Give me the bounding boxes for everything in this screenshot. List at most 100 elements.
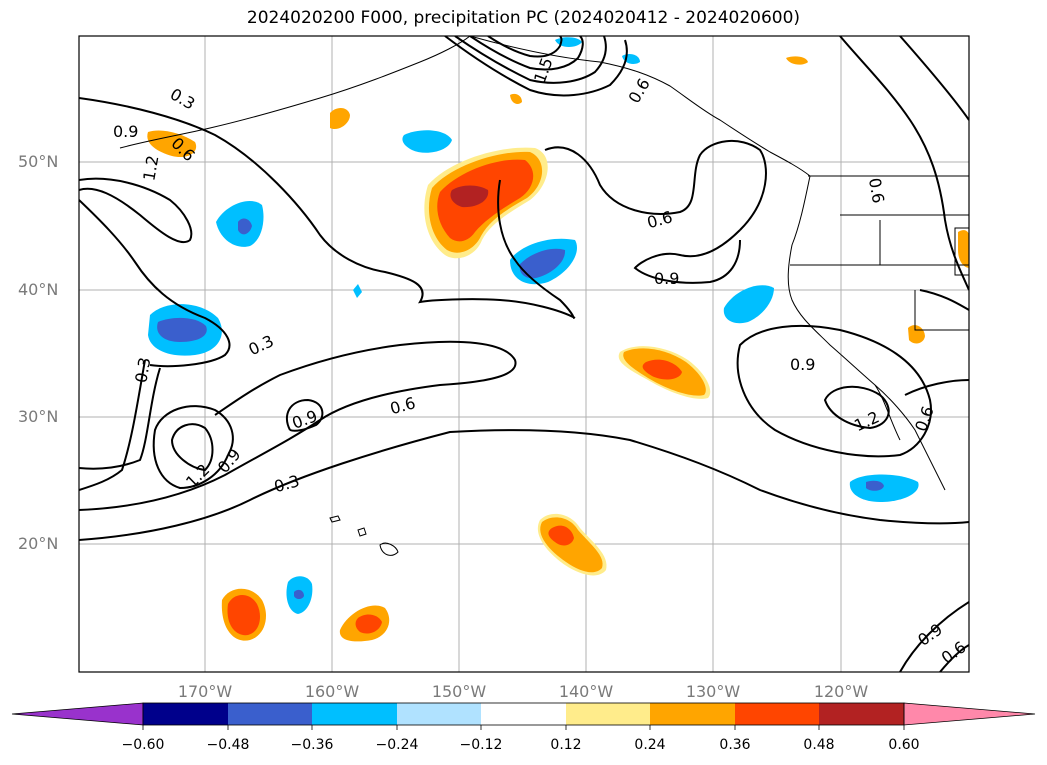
colorbar-min-extend	[11, 702, 144, 726]
contour-06-mid	[79, 340, 517, 511]
contour-label: 0.6	[911, 404, 938, 434]
contour-east-right-2	[899, 36, 969, 121]
fill-aleutian-orange	[147, 130, 197, 158]
colorbar-tick-label: 0.24	[634, 737, 666, 753]
fill-tiny-cyan	[353, 284, 362, 298]
colorbar-segment	[312, 703, 397, 725]
contour-label: 0.6	[865, 176, 888, 204]
colorbar-tick-label: −0.12	[459, 737, 503, 753]
contour-labels: 0.3 0.9 0.6 1.2 1.5 0.6 0.9 0.3 0.9 0.6 …	[113, 55, 970, 667]
state-border-2	[914, 290, 969, 331]
fill-north-cyan	[402, 130, 452, 153]
contour-west-outer	[79, 97, 576, 319]
fill-california-orange	[908, 325, 925, 344]
contour-label: 1.2	[851, 407, 882, 435]
contour-baja-outer	[736, 324, 932, 458]
fill-west-blue-core	[157, 317, 207, 342]
colorbar-tick-label: 0.36	[719, 737, 751, 753]
fill-small-orange-1	[330, 107, 350, 130]
alaska-aleutian-coast	[119, 36, 471, 149]
contour-label: 0.9	[290, 406, 320, 433]
contour-east-08	[919, 289, 969, 311]
colorbar-tick-label: 0.48	[803, 737, 835, 753]
contour-left-vertical-2	[79, 367, 161, 470]
contour-se-03	[899, 601, 969, 672]
lat-label-20n: 20°N	[18, 534, 59, 553]
contour-east-right	[839, 36, 969, 291]
lon-label-130w: 130°W	[685, 682, 741, 701]
fill-small-orange-3	[786, 56, 808, 65]
fill-baja-blue	[866, 480, 884, 491]
contour-09-south	[285, 398, 324, 432]
hawaii-1	[379, 542, 399, 556]
us-west-coast	[787, 175, 946, 491]
contour-label: 0.6	[388, 393, 418, 418]
colorbar-frame	[142, 702, 905, 726]
map-title: 2024020200 F000, precipitation PC (20240…	[246, 8, 801, 28]
contour-label: 0.9	[790, 355, 815, 374]
positive-anomaly-fills	[147, 56, 969, 642]
contour-label: 1.2	[139, 154, 162, 182]
colorbar-max-extend	[903, 702, 1036, 726]
contour-west-inner	[79, 177, 193, 244]
fill-pacnw-edge-orange	[958, 230, 969, 268]
contour-north-inner	[469, 36, 584, 71]
fill-south-mid-redorange	[355, 614, 382, 634]
contour-lines	[79, 36, 969, 672]
lat-label-50n: 50°N	[18, 152, 59, 171]
fill-central-redorange	[642, 359, 682, 380]
colorbar-segment	[735, 703, 819, 725]
contour-se-06	[939, 644, 969, 672]
fill-hawaii-east-redorange	[548, 525, 574, 546]
lon-label-160w: 160°W	[304, 682, 360, 701]
fill-central-blue	[519, 248, 566, 279]
lon-label-150w: 150°W	[431, 682, 487, 701]
contour-label: 1.5	[530, 55, 557, 85]
colorbar-segment	[143, 703, 228, 725]
colorbar-segment	[650, 703, 735, 725]
fill-gulf-alaska-darkred	[450, 185, 489, 208]
contour-09-west	[152, 405, 234, 490]
contour-west-lower	[79, 199, 231, 368]
contour-label: 0.9	[113, 122, 138, 141]
contour-label: 0.3	[131, 356, 154, 384]
colorbar-segment	[397, 703, 481, 725]
coastlines	[119, 36, 969, 556]
fill-small-orange-2	[510, 93, 522, 104]
colorbar-segment	[819, 703, 904, 725]
colorbar-tick-label: −0.60	[121, 737, 165, 753]
hawaii-3	[329, 515, 341, 523]
colorbar	[11, 702, 1036, 730]
contour-label: 0.6	[625, 75, 654, 107]
gridlines	[79, 36, 969, 672]
fill-gulf-alaska-redorange	[437, 159, 534, 242]
contour-label: 0.6	[938, 637, 970, 667]
contour-right-03	[904, 379, 969, 396]
alaska-south-coast	[469, 36, 811, 177]
lon-label-170w: 170°W	[177, 682, 233, 701]
contour-label: 0.9	[654, 269, 679, 288]
colorbar-tick-label: −0.48	[206, 737, 250, 753]
contour-12-west	[170, 423, 214, 472]
contour-gulf-inner	[497, 179, 575, 319]
contour-label: 0.3	[246, 331, 277, 359]
lat-label-40n: 40°N	[18, 280, 59, 299]
colorbar-tick-label: −0.36	[290, 737, 334, 753]
contour-03-mid	[79, 429, 969, 541]
baja-coast	[874, 384, 901, 441]
contour-east-09	[633, 229, 741, 284]
contour-baja-inner	[823, 385, 890, 430]
fill-south-west-redorange	[227, 595, 260, 636]
contour-east-06	[544, 139, 767, 231]
contour-label: 0.6	[645, 207, 675, 232]
lon-label-140w: 140°W	[558, 682, 614, 701]
colorbar-segment	[481, 703, 566, 725]
fill-baja-cyan	[849, 474, 919, 502]
contour-label: 0.3	[272, 471, 302, 496]
fill-northwest-blue	[238, 218, 252, 235]
contour-north-mid	[454, 36, 607, 84]
colorbar-tick-label: 0.60	[888, 737, 920, 753]
contour-north-inner-2	[487, 36, 563, 58]
colorbar-tick-label: −0.24	[375, 737, 419, 753]
